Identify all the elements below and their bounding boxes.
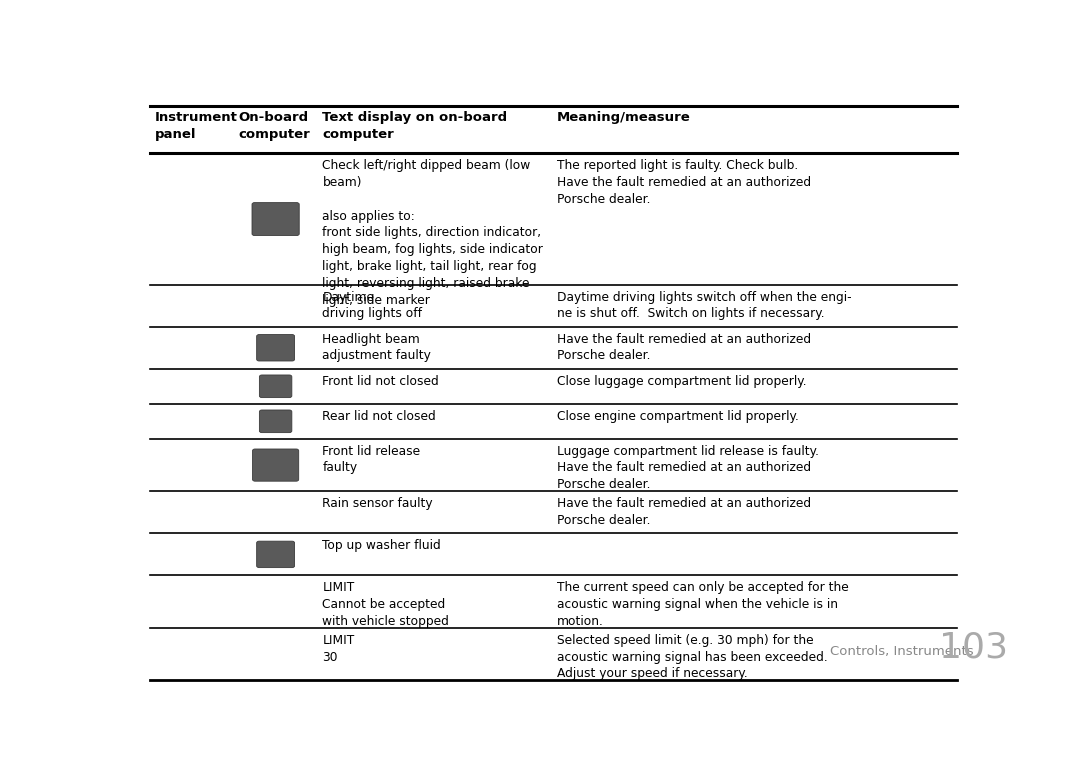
Text: The reported light is faulty. Check bulb.
Have the fault remedied at an authoriz: The reported light is faulty. Check bulb… (557, 159, 811, 206)
Text: Selected speed limit (e.g. 30 mph) for the
acoustic warning signal has been exce: Selected speed limit (e.g. 30 mph) for t… (557, 634, 827, 681)
Text: Front lid not closed: Front lid not closed (323, 374, 440, 387)
Text: Top up washer fluid: Top up washer fluid (323, 539, 442, 553)
Text: Text display on on-board
computer: Text display on on-board computer (323, 111, 508, 141)
FancyBboxPatch shape (257, 334, 295, 361)
Text: Have the fault remedied at an authorized
Porsche dealer.: Have the fault remedied at an authorized… (557, 497, 811, 527)
Text: Check left/right dipped beam (low
beam)

also applies to:
front side lights, dir: Check left/right dipped beam (low beam) … (323, 159, 543, 307)
FancyBboxPatch shape (253, 449, 299, 481)
Text: Controls, Instruments: Controls, Instruments (829, 645, 973, 658)
Text: Headlight beam
adjustment faulty: Headlight beam adjustment faulty (323, 333, 431, 362)
Text: LIMIT
Cannot be accepted
with vehicle stopped: LIMIT Cannot be accepted with vehicle st… (323, 581, 449, 628)
Text: Meaning/measure: Meaning/measure (557, 111, 690, 124)
Text: Rain sensor faulty: Rain sensor faulty (323, 497, 433, 510)
FancyBboxPatch shape (259, 375, 292, 398)
Text: Rear lid not closed: Rear lid not closed (323, 409, 436, 423)
FancyBboxPatch shape (259, 410, 292, 433)
Text: Have the fault remedied at an authorized
Porsche dealer.: Have the fault remedied at an authorized… (557, 333, 811, 362)
FancyBboxPatch shape (257, 541, 295, 568)
Text: On-board
computer: On-board computer (239, 111, 311, 141)
Text: Close luggage compartment lid properly.: Close luggage compartment lid properly. (557, 374, 807, 387)
Text: Daytime driving lights switch off when the engi-
ne is shut off.  Switch on ligh: Daytime driving lights switch off when t… (557, 290, 851, 321)
Text: Close engine compartment lid properly.: Close engine compartment lid properly. (557, 409, 799, 423)
Text: 103: 103 (939, 630, 1008, 664)
Text: The current speed can only be accepted for the
acoustic warning signal when the : The current speed can only be accepted f… (557, 581, 849, 628)
Text: Front lid release
faulty: Front lid release faulty (323, 445, 420, 475)
FancyBboxPatch shape (252, 202, 299, 236)
Text: Instrument
panel: Instrument panel (156, 111, 238, 141)
Text: Daytime
driving lights off: Daytime driving lights off (323, 290, 422, 321)
Text: Luggage compartment lid release is faulty.
Have the fault remedied at an authori: Luggage compartment lid release is fault… (557, 445, 819, 491)
Text: LIMIT
30: LIMIT 30 (323, 634, 354, 663)
